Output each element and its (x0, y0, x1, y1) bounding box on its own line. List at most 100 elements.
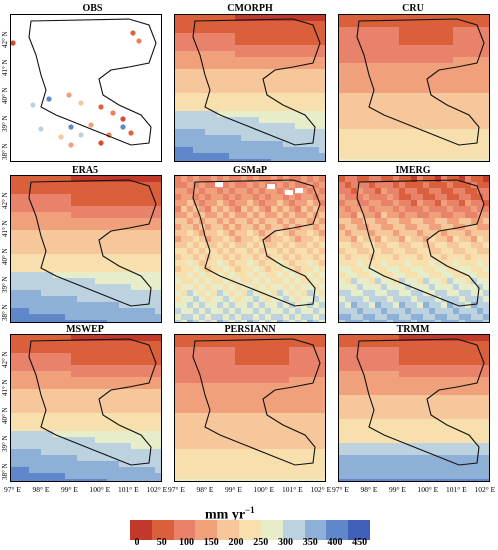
colorbar-tick: 200 (228, 537, 244, 548)
latitude-label: 40° N (1, 407, 9, 424)
colorbar-swatch (282, 520, 306, 540)
obs-station-dot (46, 96, 52, 102)
precip-grid (175, 335, 325, 481)
longitude-label: 100° E (417, 485, 439, 494)
precip-grid (339, 15, 489, 161)
map-panel-trmm (338, 334, 490, 482)
basin-outline (356, 179, 485, 307)
basin-outline (356, 18, 485, 146)
longitude-label: 98° E (360, 485, 378, 494)
longitude-label: 99° E (61, 485, 78, 494)
longitude-label: 101° E (446, 485, 467, 494)
panel-title-era5: ERA5 (71, 165, 99, 176)
latitude-label: 41° N (1, 220, 9, 237)
colorbar-swatch (151, 520, 175, 540)
colorbar-swatch (260, 520, 284, 540)
panel-title-gsmap: GSMaP (233, 165, 267, 176)
colorbar-swatch (173, 520, 196, 540)
obs-station-dot (98, 104, 104, 110)
panel-title-cru: CRU (402, 3, 424, 14)
obs-station-dot (98, 140, 104, 146)
map-panel-mswep (10, 334, 162, 482)
panel-title-imerg: IMERG (395, 165, 431, 176)
obs-station-dot (11, 40, 16, 46)
obs-station-dot (38, 126, 44, 132)
basin-outline (28, 338, 157, 466)
obs-station-dot (78, 132, 84, 138)
colorbar-tick: 350 (302, 537, 318, 548)
basin-outline (192, 338, 321, 466)
colorbar-tick: 450 (352, 537, 368, 548)
obs-station-dot (66, 92, 72, 98)
obs-station-dot (78, 100, 84, 106)
longitude-label: 98° E (32, 485, 50, 494)
panel-title-trmm: TRMM (396, 324, 430, 335)
map-panel-persiann (174, 334, 326, 482)
latitude-label: 40° N (1, 87, 9, 104)
latitude-label: 38° N (1, 463, 9, 480)
map-panel-obs (10, 14, 162, 162)
colorbar-tick: 300 (277, 537, 293, 548)
longitude-label: 102° E (310, 485, 332, 494)
obs-station-dot (30, 102, 36, 108)
colorbar-swatch (326, 520, 349, 540)
map-panel-cmorph (174, 14, 326, 162)
latitude-label: 42° N (1, 351, 9, 368)
colorbar-swatch (217, 520, 240, 540)
latitude-label: 42° N (1, 192, 9, 209)
latitude-label: 40° N (1, 248, 9, 265)
latitude-label: 41° N (1, 59, 9, 76)
precip-grid (339, 176, 489, 322)
longitude-label: 97° E (4, 485, 21, 494)
obs-station-dot (68, 124, 74, 130)
longitude-label: 99° E (389, 485, 406, 494)
longitude-label: 102° E (474, 485, 496, 494)
latitude-label: 39° N (1, 276, 9, 293)
obs-station-dot (130, 30, 136, 36)
obs-station-dot (58, 134, 64, 140)
colorbar-swatch (130, 520, 153, 540)
obs-station-dot (128, 130, 134, 136)
colorbar-swatch (195, 520, 218, 540)
obs-station-dot (120, 116, 126, 122)
colorbar-tick: 50 (156, 537, 167, 548)
latitude-label: 38° N (1, 304, 9, 321)
colorbar-swatch (304, 520, 327, 540)
colorbar-tick: 0 (134, 537, 140, 548)
latitude-label: 41° N (1, 379, 9, 396)
map-panel-gsmap (174, 175, 326, 323)
obs-station-dot (110, 110, 116, 116)
longitude-label: 97° E (168, 485, 185, 494)
basin-outline (192, 18, 321, 146)
latitude-label: 42° N (1, 31, 9, 48)
panel-title-obs: OBS (82, 3, 103, 14)
precip-grid (339, 335, 489, 481)
map-panel-imerg (338, 175, 490, 323)
longitude-label: 101° E (118, 485, 139, 494)
precip-grid (11, 176, 161, 322)
longitude-label: 98° E (196, 485, 214, 494)
latitude-label: 39° N (1, 115, 9, 132)
precip-grid (11, 335, 161, 481)
longitude-label: 102° E (146, 485, 168, 494)
longitude-label: 100° E (89, 485, 111, 494)
colorbar-tick: 250 (253, 537, 269, 548)
precip-grid (175, 15, 325, 161)
precip-grid (11, 18, 157, 148)
map-panel-cru (338, 14, 490, 162)
colorbar-swatch (239, 520, 262, 540)
latitude-label: 38° N (1, 143, 9, 160)
colorbar-tick: 100 (178, 537, 194, 548)
obs-station-dot (120, 124, 126, 130)
longitude-label: 99° E (225, 485, 242, 494)
basin-outline (28, 179, 157, 307)
obs-station-dot (68, 142, 74, 148)
basin-outline (356, 338, 485, 466)
map-panel-era5 (10, 175, 162, 323)
colorbar-swatch (348, 520, 371, 540)
obs-station-dot (136, 38, 142, 44)
basin-outline (28, 18, 157, 146)
longitude-label: 100° E (253, 485, 275, 494)
basin-outline (192, 179, 321, 307)
longitude-label: 101° E (282, 485, 303, 494)
